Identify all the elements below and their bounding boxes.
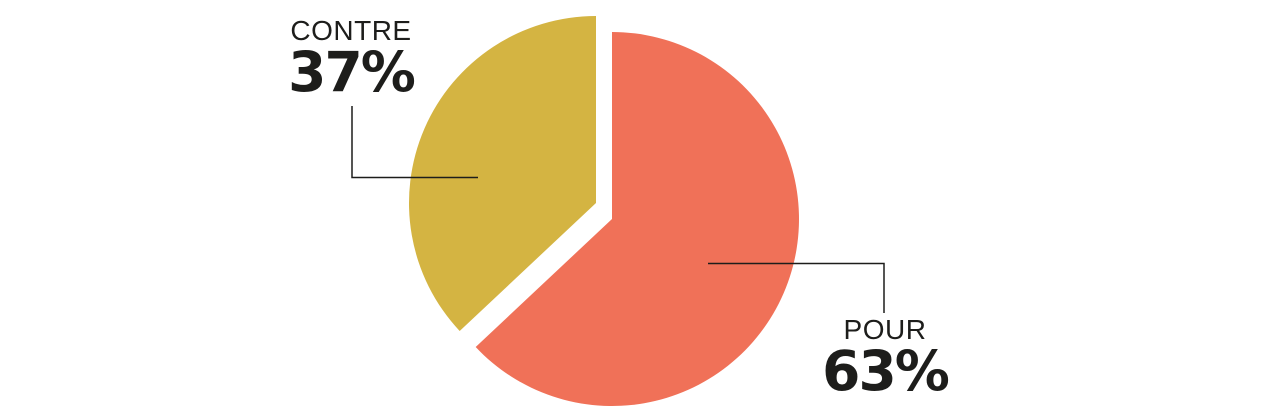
pour-category-label: POUR <box>843 314 927 345</box>
pour-value-label: 63% <box>822 339 950 403</box>
pie-slice-contre[interactable] <box>408 16 596 332</box>
callout-label-contre: CONTRE 37% <box>266 15 436 104</box>
pie-slice-pour[interactable] <box>475 32 799 407</box>
connector-line-contre <box>351 106 478 179</box>
callout-label-pour: POUR 63% <box>800 314 970 403</box>
contre-category-label: CONTRE <box>290 15 412 46</box>
contre-value-label: 37% <box>288 40 416 104</box>
connector-line-pour <box>708 262 885 313</box>
